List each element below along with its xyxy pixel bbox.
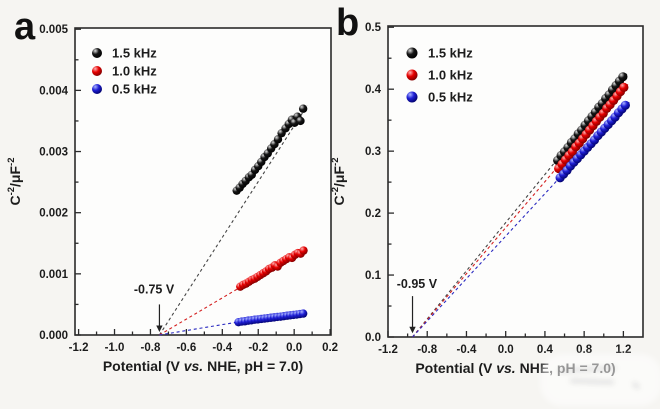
svg-text:-1.2: -1.2 (378, 344, 398, 356)
legend-label: 0.5 kHz (112, 82, 157, 97)
panel-b: -1.2 -0.8 -0.4 0.0 0.4 0.8 1.2 0.0 0.1 0.2 0.3 0.4 0… (330, 22, 644, 376)
series-0-5-khz (555, 100, 630, 183)
svg-text:0.4: 0.4 (365, 84, 382, 96)
svg-text:1.2: 1.2 (615, 344, 631, 356)
svg-text:-0.8: -0.8 (417, 344, 437, 356)
svg-text:0.3: 0.3 (365, 146, 381, 158)
svg-text:-0.6: -0.6 (176, 342, 196, 354)
svg-text:-0.95 V: -0.95 V (397, 277, 438, 291)
flatband-annotation: -0.75 V (134, 282, 175, 332)
panel-a-label: a (14, 6, 36, 48)
svg-text:-1.2: -1.2 (69, 342, 89, 354)
series-1-0-khz (236, 246, 308, 291)
svg-text:-0.8: -0.8 (141, 342, 161, 354)
legend: 1.5 kHz 1.0 kHz 0.5 kHz (92, 46, 157, 97)
svg-text:0.0: 0.0 (365, 332, 381, 344)
legend-marker (92, 48, 102, 58)
legend-label: 1.5 kHz (428, 46, 473, 61)
svg-text:-1.0: -1.0 (105, 342, 125, 354)
svg-text:0.2: 0.2 (365, 208, 381, 220)
extrapolation-lines (412, 73, 630, 338)
panel-b-label: b (336, 2, 360, 44)
svg-text:0.5: 0.5 (365, 22, 382, 34)
legend-label: 1.0 kHz (428, 68, 473, 83)
svg-text:0.2: 0.2 (322, 342, 338, 354)
tick-labels: -1.2 -1.0 -0.8 -0.6 -0.4 -0.2 0.0 0.2 0.000 0.001… (39, 24, 338, 354)
legend-marker (92, 84, 102, 94)
legend-marker (406, 47, 418, 59)
x-axis-title: Potential (V vs. NHE, pH = 7.0) (103, 358, 303, 374)
legend-marker (406, 69, 418, 81)
flatband-annotation: -0.95 V (397, 277, 438, 334)
svg-text:-0.4: -0.4 (457, 344, 477, 356)
svg-text:0.0: 0.0 (498, 344, 514, 356)
svg-text:-0.4: -0.4 (212, 342, 232, 354)
watermark-mark (631, 381, 641, 390)
svg-text:0.004: 0.004 (39, 85, 68, 97)
svg-text:0.4: 0.4 (537, 344, 554, 356)
svg-text:0.003: 0.003 (39, 147, 68, 159)
svg-text:0.001: 0.001 (39, 269, 68, 281)
legend-label: 0.5 kHz (428, 90, 473, 105)
svg-text:0.0: 0.0 (286, 342, 302, 354)
series-1-0-khz (554, 82, 629, 174)
legend-marker (92, 66, 102, 76)
svg-text:0.005: 0.005 (39, 24, 68, 36)
watermark-mark (557, 366, 617, 373)
plot-frame (74, 27, 332, 336)
watermark-overlay (540, 354, 660, 406)
axis-ticks (75, 28, 331, 336)
svg-text:0.000: 0.000 (39, 330, 68, 342)
legend: 1.5 kHz 1.0 kHz 0.5 kHz (406, 46, 473, 105)
legend-marker (406, 91, 418, 103)
svg-text:0.1: 0.1 (365, 270, 382, 282)
y-axis-title: C-2/μF-2 (330, 157, 347, 205)
legend-label: 1.0 kHz (112, 64, 157, 79)
y-axis-title: C-2/μF-2 (6, 157, 23, 205)
tick-labels: -1.2 -0.8 -0.4 0.0 0.4 0.8 1.2 0.0 0.1 0.2 0.3 0.4 0… (365, 22, 631, 356)
svg-text:-0.75 V: -0.75 V (134, 282, 175, 296)
panel-a: -1.2 -1.0 -0.8 -0.6 -0.4 -0.2 0.0 0.2 0.000 0.001… (6, 24, 338, 374)
legend-label: 1.5 kHz (112, 46, 157, 61)
watermark-mark (569, 379, 615, 384)
svg-text:0.002: 0.002 (39, 208, 68, 220)
svg-text:-0.2: -0.2 (248, 342, 268, 354)
axis-ticks (387, 26, 625, 338)
series-1-5-khz (232, 104, 308, 195)
svg-text:0.8: 0.8 (576, 344, 593, 356)
plot-frame (387, 25, 644, 338)
series-0-5-khz (234, 309, 308, 327)
